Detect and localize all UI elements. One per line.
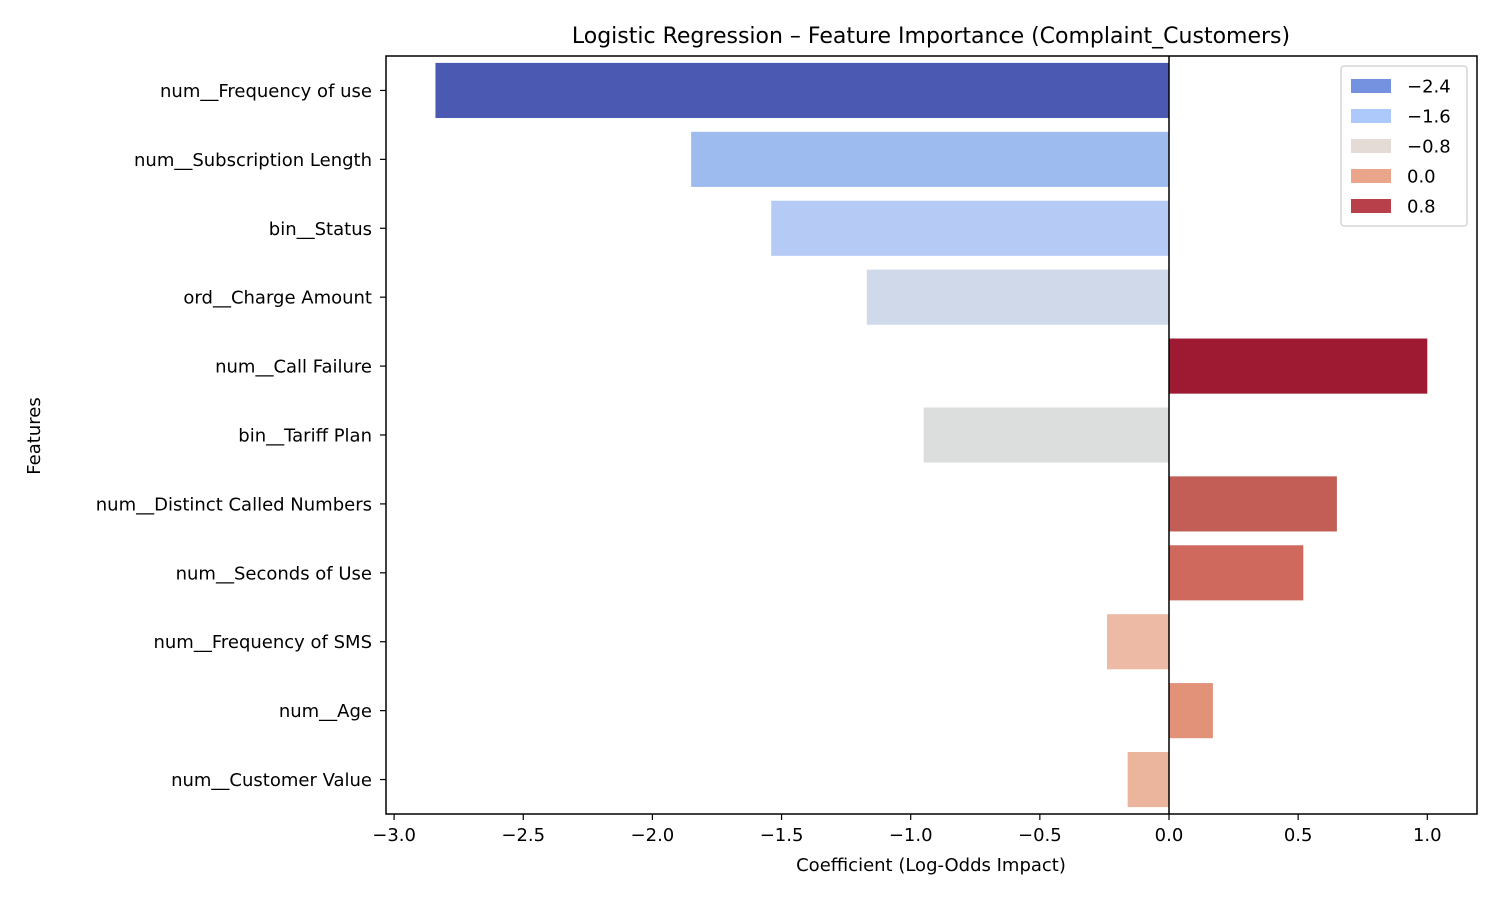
x-tick-label: 1.0	[1413, 825, 1442, 846]
legend: −2.4 −1.6 −0.8 0.0 0.8	[1340, 65, 1468, 227]
bar	[1169, 545, 1304, 601]
y-tick-label: num__Call Failure	[215, 357, 372, 378]
legend-label: 0.8	[1407, 197, 1436, 218]
bar	[1169, 476, 1337, 532]
y-tick-label: num__Distinct Called Numbers	[96, 494, 372, 515]
y-tick-label: num__Seconds of Use	[176, 563, 372, 584]
x-tick-label: −2.0	[631, 825, 675, 846]
x-tick-label: −0.5	[1018, 825, 1062, 846]
bar	[435, 62, 1170, 119]
legend-label: −1.6	[1407, 107, 1451, 128]
legend-swatch	[1351, 79, 1391, 93]
y-tick-label: ord__Charge Amount	[183, 288, 372, 309]
x-tick-label: −1.5	[760, 825, 804, 846]
y-tick-label: num__Age	[279, 701, 372, 722]
y-tick-label: num__Frequency of SMS	[153, 632, 372, 653]
bar	[1107, 614, 1169, 670]
legend-swatch	[1351, 139, 1391, 153]
y-tick-label: bin__Tariff Plan	[238, 426, 372, 447]
x-tick-label: −2.5	[501, 825, 545, 846]
bar	[1127, 751, 1169, 808]
y-tick-label: num__Subscription Length	[134, 150, 372, 171]
bar	[1169, 683, 1213, 739]
bars-group	[435, 62, 1428, 808]
chart-title: Logistic Regression – Feature Importance…	[572, 24, 1290, 49]
legend-swatch	[1351, 109, 1391, 123]
bar	[771, 200, 1169, 256]
legend-swatch	[1351, 169, 1391, 183]
x-tick-label: 0.5	[1284, 825, 1313, 846]
y-axis-label: Features	[24, 397, 45, 474]
y-axis-ticks: num__Frequency of use num__Subscription L…	[96, 81, 386, 791]
bar	[866, 269, 1169, 325]
x-axis-ticks: −3.0 −2.5 −2.0 −1.5 −1.0 −0.5 0.0 0.5 1.0	[372, 814, 1442, 846]
legend-label: −0.8	[1407, 137, 1451, 158]
legend-swatch	[1351, 199, 1391, 213]
x-tick-label: −3.0	[372, 825, 416, 846]
bar	[691, 131, 1169, 187]
legend-label: 0.0	[1407, 167, 1436, 188]
y-tick-label: num__Frequency of use	[160, 81, 372, 102]
bar	[1169, 338, 1428, 394]
y-tick-label: bin__Status	[269, 219, 372, 240]
x-tick-label: 0.0	[1155, 825, 1184, 846]
x-axis-label: Coefficient (Log-Odds Impact)	[796, 855, 1066, 876]
bar	[923, 407, 1169, 463]
x-tick-label: −1.0	[889, 825, 933, 846]
legend-frame	[1340, 65, 1468, 227]
legend-label: −2.4	[1407, 77, 1451, 98]
y-tick-label: num__Customer Value	[171, 770, 372, 791]
